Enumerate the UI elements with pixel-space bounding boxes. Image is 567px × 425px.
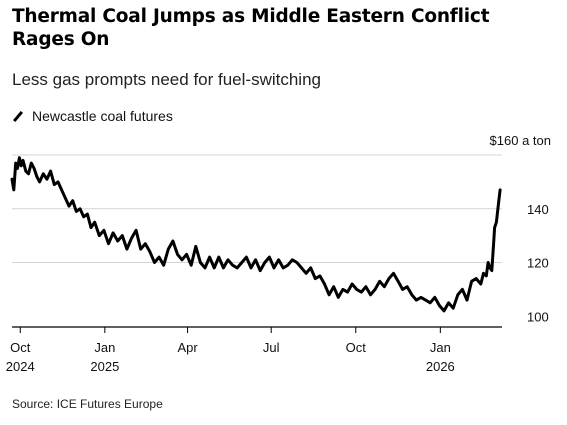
x-tick-label-2: Apr — [177, 340, 198, 355]
x-tick-label-3: Jul — [263, 340, 280, 355]
chart-subtitle: Less gas prompts need for fuel-switching — [12, 70, 321, 89]
y-unit-label: $160 a ton — [490, 133, 551, 148]
x-tick-label-4: Oct — [346, 340, 367, 355]
chart-title: Thermal Coal Jumps as Middle Eastern Con… — [12, 6, 490, 50]
x-tick-year-label-5: 2026 — [426, 359, 455, 374]
y-tick-label-140: 140 — [527, 202, 549, 217]
x-tick-year-label-1: 2025 — [90, 359, 119, 374]
legend: Newcastle coal futures — [12, 108, 173, 124]
legend-label: Newcastle coal futures — [32, 108, 173, 124]
y-tick-label-100: 100 — [527, 309, 549, 324]
y-tick-label-120: 120 — [527, 256, 549, 271]
x-tick-label-0: Oct — [10, 340, 31, 355]
series-line-0 — [10, 156, 502, 313]
x-tick-label-5: Jan — [430, 340, 451, 355]
x-tick-label-1: Jan — [94, 340, 115, 355]
x-tick-year-label-0: 2024 — [6, 359, 35, 374]
source-note: Source: ICE Futures Europe — [12, 397, 163, 411]
